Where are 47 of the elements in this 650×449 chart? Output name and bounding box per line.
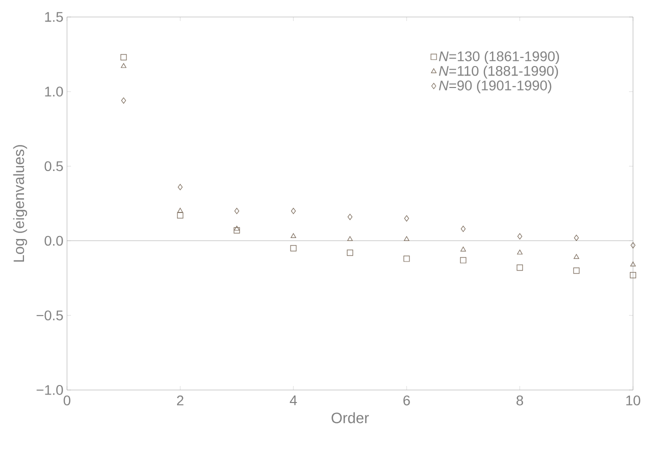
point	[121, 97, 126, 104]
point	[574, 254, 580, 259]
point	[290, 245, 297, 252]
point	[573, 268, 580, 274]
point	[404, 236, 410, 242]
legend-label: N=110 (1881-1990)	[438, 66, 558, 79]
y-tick-label: −1.0	[36, 385, 63, 395]
point	[460, 226, 466, 232]
point	[630, 242, 636, 248]
point	[290, 233, 296, 238]
point	[120, 63, 126, 68]
point	[234, 227, 240, 234]
point	[516, 264, 523, 271]
point	[460, 246, 466, 252]
point	[574, 234, 579, 241]
x-tick-label: 10	[626, 396, 640, 406]
point	[347, 236, 353, 242]
point	[348, 214, 352, 220]
point	[517, 233, 522, 240]
y-tick-label: 1.5	[45, 12, 63, 22]
point	[460, 257, 466, 264]
x-tick-label: 6	[403, 396, 410, 406]
legend-label: N=130 (1861-1990)	[438, 51, 560, 64]
point	[630, 262, 636, 266]
x-tick-label: 2	[177, 396, 184, 406]
point	[404, 215, 410, 222]
x-tick-label: 8	[516, 396, 524, 406]
x-axis-title: Order	[332, 412, 369, 424]
point	[234, 226, 240, 231]
y-tick-label: −0.5	[36, 310, 63, 320]
point	[177, 208, 183, 213]
point	[234, 208, 240, 214]
point	[404, 256, 410, 262]
point	[291, 208, 296, 214]
y-axis-title: Log (eigenvalues)	[13, 145, 28, 262]
point	[517, 250, 523, 254]
x-tick-label: 0	[64, 396, 70, 406]
point	[120, 54, 127, 60]
point	[177, 212, 184, 219]
point	[178, 184, 183, 190]
x-tick-label: 4	[290, 396, 297, 406]
y-tick-label: 0.5	[44, 161, 63, 172]
y-tick-label: 0.0	[44, 236, 63, 246]
y-tick-label: 1.0	[45, 86, 63, 97]
point	[630, 272, 636, 278]
legend-label: N=90 (1901-1990)	[438, 80, 552, 94]
point	[346, 250, 354, 256]
